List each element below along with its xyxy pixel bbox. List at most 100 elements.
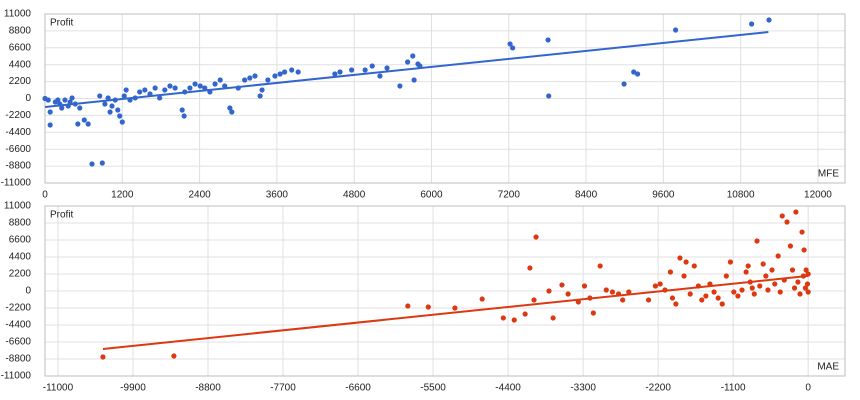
point — [69, 95, 75, 101]
y-tick-label: -2200 — [5, 303, 31, 314]
point — [289, 67, 295, 73]
point — [779, 213, 785, 219]
point — [81, 117, 87, 123]
y-tick-label: 4400 — [9, 59, 32, 70]
point — [757, 283, 763, 289]
point — [749, 285, 755, 291]
point — [597, 263, 603, 269]
point — [137, 89, 143, 95]
point — [99, 160, 105, 166]
point — [683, 259, 689, 265]
point — [377, 73, 383, 79]
point — [699, 297, 705, 303]
y-tick-label: 8800 — [9, 26, 32, 37]
point — [634, 71, 641, 77]
x-tick-label: 0 — [42, 190, 48, 201]
point — [119, 119, 125, 125]
x-tick-label: -8800 — [195, 383, 221, 394]
point — [743, 269, 749, 275]
point — [719, 301, 725, 307]
point — [425, 304, 431, 310]
point — [265, 77, 271, 83]
point — [411, 77, 417, 83]
point — [609, 289, 616, 295]
point — [257, 93, 263, 99]
point — [723, 273, 729, 279]
point — [152, 85, 158, 91]
point — [765, 287, 771, 293]
point — [171, 353, 177, 359]
point — [603, 287, 609, 293]
point — [369, 63, 375, 69]
x-tick-label: 9600 — [652, 190, 675, 201]
y-tick-label: -2200 — [5, 110, 31, 121]
x-tick-label: 6000 — [420, 190, 443, 201]
point — [793, 209, 799, 215]
y-tick-label: -8800 — [5, 161, 31, 172]
y-tick-label: 11000 — [4, 9, 32, 20]
point — [789, 267, 796, 273]
point — [766, 17, 772, 23]
x-tick-label: 2400 — [188, 190, 211, 201]
point — [763, 273, 769, 279]
point — [546, 288, 552, 294]
point — [45, 97, 51, 103]
point — [799, 229, 805, 235]
y-tick-label: 0 — [25, 286, 31, 297]
point — [123, 87, 129, 93]
y-tick-label: -11000 — [1, 178, 32, 189]
trend-line — [102, 274, 809, 350]
point — [217, 77, 223, 83]
point — [681, 273, 687, 279]
point — [362, 67, 368, 73]
point — [673, 301, 679, 307]
point — [227, 105, 233, 111]
y-tick-label: 4400 — [9, 252, 32, 263]
point — [105, 95, 111, 101]
x-tick-label: -2200 — [645, 383, 671, 394]
y-tick-label: 8800 — [9, 218, 32, 229]
y-axis-label: Profit — [50, 210, 74, 221]
point — [797, 291, 803, 297]
point — [769, 267, 775, 273]
point — [102, 101, 108, 107]
point — [802, 285, 809, 291]
point — [559, 282, 565, 288]
point — [657, 281, 663, 287]
point — [212, 81, 218, 87]
point — [749, 21, 755, 27]
point — [803, 267, 809, 273]
point — [181, 113, 187, 119]
x-tick-label: 1200 — [111, 190, 134, 201]
x-tick-label: -5500 — [420, 383, 446, 394]
point — [546, 93, 552, 99]
point — [787, 243, 794, 249]
point — [77, 105, 83, 111]
point — [804, 281, 811, 287]
point — [687, 291, 693, 297]
point — [405, 303, 411, 309]
point — [197, 83, 203, 89]
point — [85, 121, 91, 127]
point — [745, 263, 751, 269]
point — [677, 255, 683, 261]
y-tick-label: -6600 — [5, 337, 31, 348]
point — [805, 289, 811, 295]
point — [277, 71, 283, 77]
point — [142, 87, 148, 93]
point — [754, 238, 760, 244]
point — [47, 122, 53, 128]
point — [410, 53, 416, 59]
point — [349, 67, 355, 73]
point — [620, 297, 626, 303]
y-tick-label: 11000 — [4, 201, 32, 212]
point — [75, 121, 81, 127]
plot-frame — [44, 205, 846, 377]
point — [791, 285, 798, 291]
point — [533, 234, 539, 240]
point — [550, 315, 556, 321]
point — [295, 69, 301, 75]
point — [507, 41, 513, 47]
